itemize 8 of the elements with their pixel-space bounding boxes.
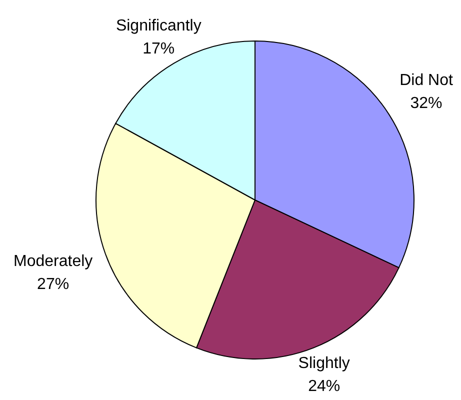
data-label: 17% <box>142 40 175 58</box>
slice-label: Moderately <box>13 253 93 270</box>
slice-label: Did Not <box>400 72 454 89</box>
data-label: 24% <box>308 378 340 395</box>
data-label: 32% <box>410 94 442 112</box>
data-label: 27% <box>37 276 70 294</box>
slice-label: Slightly <box>298 354 350 372</box>
slice-label: Significantly <box>116 18 202 35</box>
